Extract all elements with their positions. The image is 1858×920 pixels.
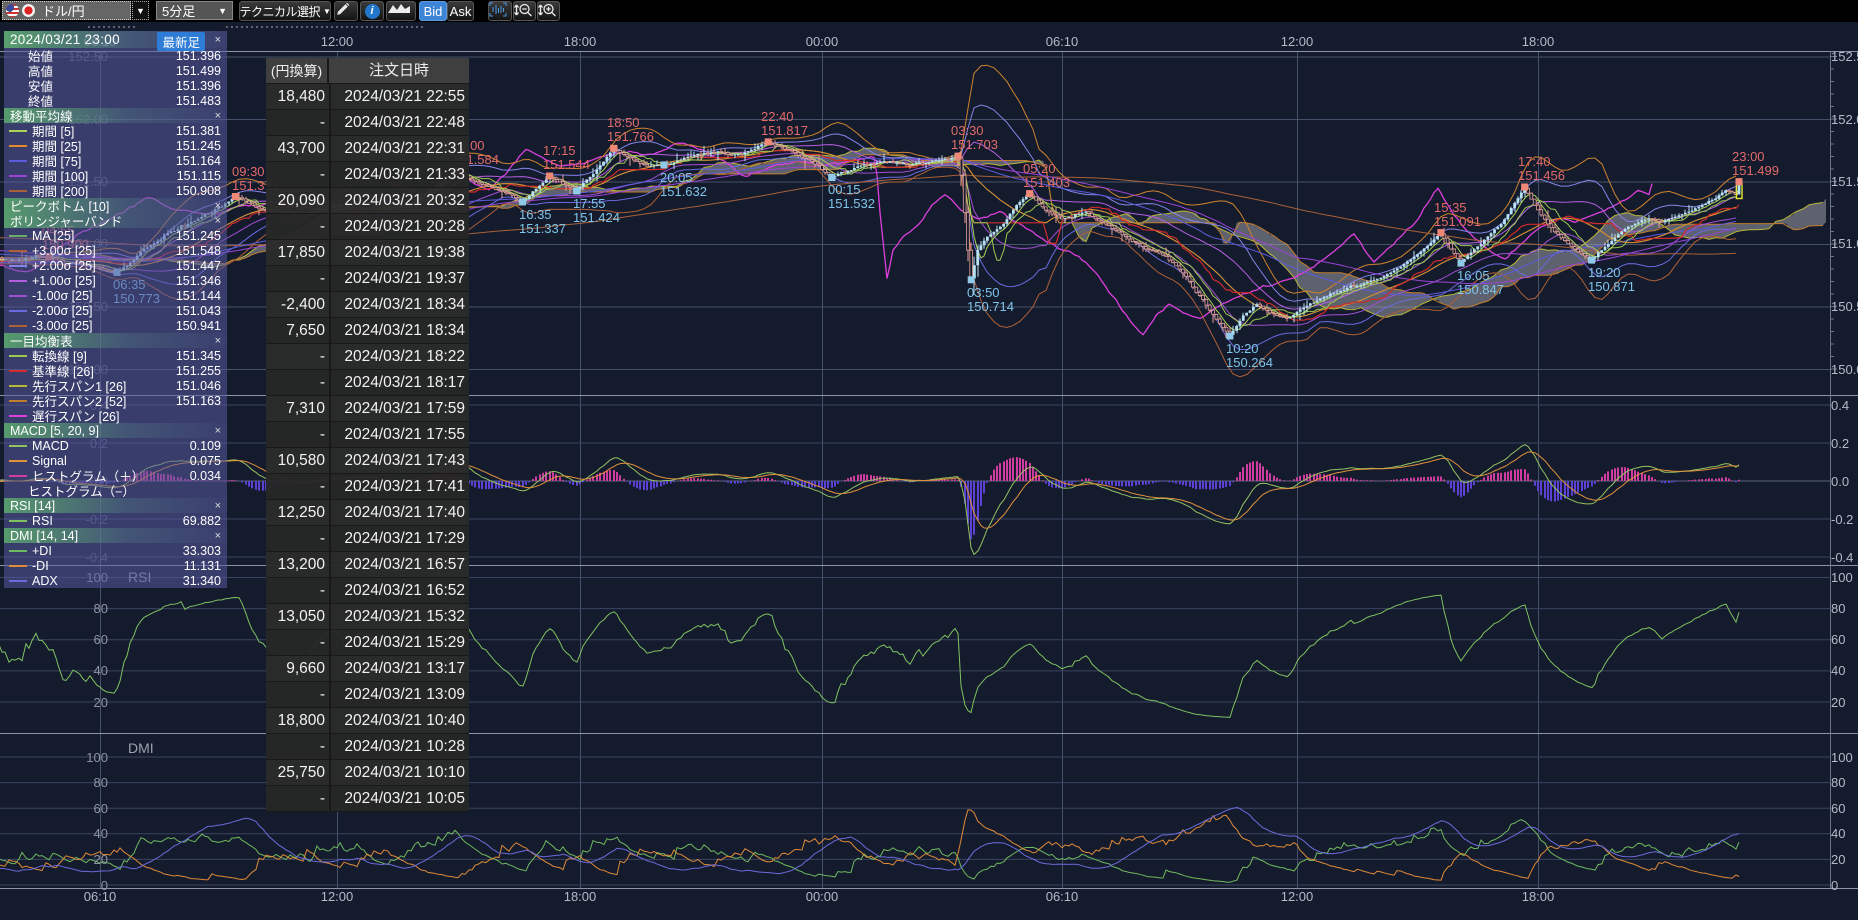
svg-text:151.766: 151.766 — [607, 129, 654, 144]
svg-text:09:30: 09:30 — [232, 164, 265, 179]
svg-text:80: 80 — [1831, 601, 1845, 616]
svg-text:150.871: 150.871 — [1588, 279, 1635, 294]
svg-text:18:00: 18:00 — [1522, 34, 1555, 49]
svg-text:100: 100 — [1831, 570, 1853, 585]
svg-text:0.4: 0.4 — [1831, 398, 1849, 413]
svg-text:80: 80 — [1831, 775, 1845, 790]
svg-text:151.703: 151.703 — [951, 137, 998, 152]
svg-text:100: 100 — [86, 750, 108, 765]
svg-text:12:00: 12:00 — [1281, 889, 1314, 904]
svg-text:150.847: 150.847 — [1457, 282, 1504, 297]
svg-text:20: 20 — [1831, 695, 1845, 710]
svg-text:60: 60 — [94, 801, 108, 816]
svg-text:0: 0 — [101, 878, 108, 893]
svg-text:100: 100 — [1831, 750, 1853, 765]
svg-text:00:00: 00:00 — [806, 889, 839, 904]
svg-text:80: 80 — [94, 601, 108, 616]
svg-text:10:20: 10:20 — [1226, 341, 1259, 356]
svg-text:15:35: 15:35 — [1434, 200, 1467, 215]
svg-text:150.50: 150.50 — [1831, 299, 1858, 314]
svg-text:20: 20 — [1831, 852, 1845, 867]
svg-text:18:00: 18:00 — [564, 34, 597, 49]
svg-text:-0.2: -0.2 — [1831, 512, 1853, 527]
svg-text:00:00: 00:00 — [806, 34, 839, 49]
svg-text:151.00: 151.00 — [1831, 236, 1858, 251]
svg-text:18:00: 18:00 — [564, 889, 597, 904]
svg-text:40: 40 — [94, 826, 108, 841]
svg-text:152.00: 152.00 — [1831, 112, 1858, 127]
svg-text:19:20: 19:20 — [1588, 265, 1621, 280]
svg-text:151.532: 151.532 — [828, 196, 875, 211]
svg-text:16:05: 16:05 — [1457, 268, 1490, 283]
svg-text:20:05: 20:05 — [660, 170, 693, 185]
svg-text:06:10: 06:10 — [84, 889, 117, 904]
svg-text:18:00: 18:00 — [1522, 889, 1555, 904]
svg-text:152.50: 152.50 — [1831, 49, 1858, 64]
svg-text:12:00: 12:00 — [1281, 34, 1314, 49]
svg-text:150.714: 150.714 — [967, 299, 1014, 314]
svg-text:16:35: 16:35 — [519, 207, 552, 222]
svg-text:20: 20 — [94, 695, 108, 710]
svg-text:06:10: 06:10 — [1046, 889, 1079, 904]
svg-text:151.456: 151.456 — [1518, 168, 1565, 183]
svg-text:23:00: 23:00 — [1732, 149, 1765, 164]
svg-text:60: 60 — [94, 632, 108, 647]
svg-text:151.632: 151.632 — [660, 184, 707, 199]
svg-text:17:15: 17:15 — [543, 143, 576, 158]
svg-text:00:15: 00:15 — [828, 182, 861, 197]
svg-text:150.264: 150.264 — [1226, 355, 1273, 370]
svg-text:03:50: 03:50 — [967, 285, 1000, 300]
svg-text:0: 0 — [1831, 878, 1838, 893]
svg-text:151.499: 151.499 — [1732, 163, 1779, 178]
svg-text:17:40: 17:40 — [1518, 154, 1551, 169]
svg-text:12:00: 12:00 — [321, 34, 354, 49]
svg-text:60: 60 — [1831, 632, 1845, 647]
svg-text:40: 40 — [94, 663, 108, 678]
svg-text:151.424: 151.424 — [573, 210, 620, 225]
svg-text:80: 80 — [94, 775, 108, 790]
svg-text:DMI: DMI — [128, 740, 154, 756]
svg-text:151.403: 151.403 — [1023, 175, 1070, 190]
svg-text:151.50: 151.50 — [1831, 174, 1858, 189]
svg-text:03:30: 03:30 — [951, 123, 984, 138]
svg-text:17:55: 17:55 — [573, 196, 606, 211]
svg-text:151.337: 151.337 — [519, 221, 566, 236]
svg-text:06:10: 06:10 — [1046, 34, 1079, 49]
svg-text:-0.4: -0.4 — [1831, 550, 1853, 565]
svg-text:22:40: 22:40 — [761, 109, 794, 124]
svg-text:151.544: 151.544 — [543, 157, 590, 172]
svg-text:151.817: 151.817 — [761, 123, 808, 138]
svg-text:0.2: 0.2 — [1831, 436, 1849, 451]
svg-text:12:00: 12:00 — [321, 889, 354, 904]
svg-text:0.0: 0.0 — [1831, 474, 1849, 489]
svg-text:18:50: 18:50 — [607, 115, 640, 130]
svg-text:40: 40 — [1831, 826, 1845, 841]
svg-text:40: 40 — [1831, 663, 1845, 678]
svg-text:151.091: 151.091 — [1434, 214, 1481, 229]
svg-text:20: 20 — [94, 852, 108, 867]
svg-text:60: 60 — [1831, 801, 1845, 816]
svg-text:05:20: 05:20 — [1023, 161, 1056, 176]
svg-text:150.00: 150.00 — [1831, 362, 1858, 377]
